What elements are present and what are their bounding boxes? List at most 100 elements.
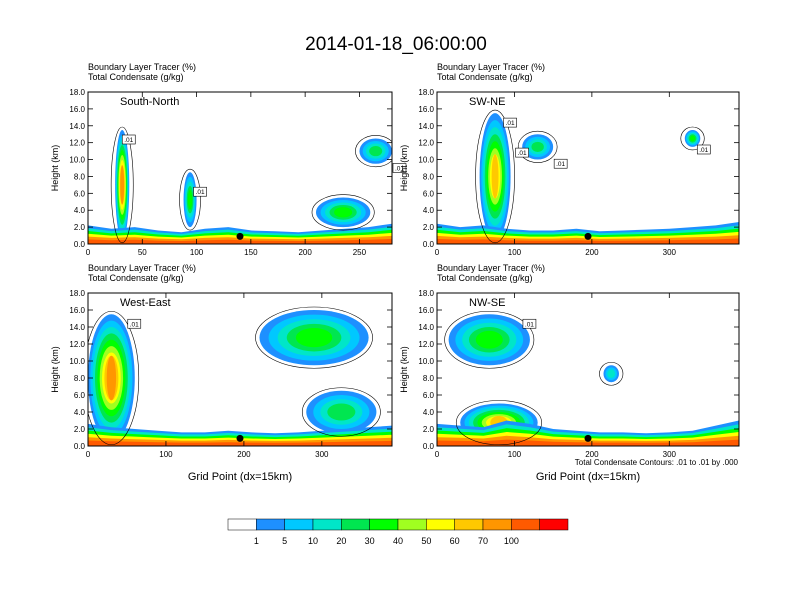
condensate-contour [455,400,542,446]
condensate-contour [88,310,140,446]
contour-label: .01 [556,161,565,168]
y-tick-label: 0.0 [74,240,86,249]
x-tick-label: 0 [435,248,440,257]
y-tick-label: 10.0 [69,357,85,366]
y-tick-label: 12.0 [418,139,434,148]
colorbar-swatch [426,518,455,531]
y-tick-label: 0.0 [423,442,435,451]
x-tick-label: 300 [663,450,677,459]
y-tick-label: 16.0 [418,105,434,114]
y-tick-label: 2.0 [74,425,86,434]
contour-label: .01 [525,321,534,328]
panel-label: NW-SE [469,297,505,309]
tracer-feature [491,154,499,199]
colorbar-swatch [454,518,484,531]
plot-frame [87,91,393,245]
tracer-feature [120,165,124,205]
y-tick-label: 6.0 [423,189,435,198]
condensate-contour [179,168,201,231]
x-tick-label: 250 [353,248,367,257]
panel-header-condensate: Total Condensate (g/kg) [88,72,184,82]
y-tick-label: 18.0 [418,289,434,298]
contour-label-box [121,134,136,145]
condensate-contour [444,310,535,369]
y-tick-label: 18.0 [69,88,85,97]
y-tick-label: 14.0 [418,323,434,332]
colorbar: 1 5 10 20 30 40 50 60 70 100 [227,518,569,546]
y-tick-label: 12.0 [69,340,85,349]
tracer-feature [295,327,333,348]
boundary-layer-band [88,440,392,446]
condensate-contour [110,126,134,244]
condensate-contour [517,130,558,163]
contour-label-box [127,318,142,329]
x-tick-label: 50 [138,248,147,257]
location-marker [236,434,244,442]
colorbar-label: 40 [393,536,403,546]
y-axis-label: Height (km) [50,145,60,192]
colorbar-swatch [227,518,257,531]
tracer-feature [475,330,503,349]
contour-label-box [515,147,529,158]
contour-label-box [522,318,537,329]
tracer-feature [531,141,544,152]
panel-label: West-East [120,297,171,309]
x-tick-label: 200 [298,248,312,257]
plot-frame [87,292,393,447]
colorbar-swatch [341,518,370,531]
condensate-contour [255,306,373,369]
y-tick-label: 16.0 [69,105,85,114]
contour-label-box [503,117,517,128]
panel-sw-ne: Boundary Layer Tracer (%)Total Condensat… [399,62,740,257]
tracer-feature [607,369,616,378]
colorbar-label: 70 [478,536,488,546]
x-tick-label: 300 [315,450,329,459]
x-tick-label: 300 [663,248,677,257]
colorbar-label: 30 [365,536,375,546]
contour-label-box [553,158,568,169]
condensate-contour [475,109,515,244]
colorbar-swatch [397,518,427,531]
panel-header-condensate: Total Condensate (g/kg) [437,72,533,82]
location-marker [584,232,592,240]
panel-nw-se: Boundary Layer Tracer (%)Total Condensat… [399,263,740,483]
y-axis-label: Height (km) [399,145,409,192]
y-tick-label: 16.0 [69,306,85,315]
colorbar-label: 10 [308,536,318,546]
colorbar-label: 50 [421,536,431,546]
plot-frame [436,292,740,447]
y-tick-label: 0.0 [423,240,435,249]
colorbar-swatch [511,518,540,531]
tracer-feature [369,146,383,157]
y-tick-label: 6.0 [423,391,435,400]
x-axis-label: Grid Point (dx=15km) [188,471,292,483]
y-tick-label: 0.0 [74,442,86,451]
y-tick-label: 12.0 [418,340,434,349]
y-tick-label: 10.0 [69,156,85,165]
panel-label: SW-NE [469,96,505,108]
y-tick-label: 4.0 [74,206,86,215]
colorbar-label: 100 [504,536,519,546]
x-tick-label: 100 [508,450,522,459]
x-tick-label: 100 [508,248,522,257]
contour-label-box [696,144,711,155]
x-tick-label: 100 [190,248,204,257]
y-tick-label: 18.0 [69,289,85,298]
tracer-field [437,109,739,244]
panels: Boundary Layer Tracer (%)Total Condensat… [50,62,740,483]
condensate-contour [311,194,375,231]
contour-label: .01 [130,321,139,328]
y-tick-label: 6.0 [74,391,86,400]
tracer-feature [187,190,193,210]
colorbar-label: 20 [336,536,346,546]
condensate-contour [301,387,381,437]
colorbar-swatch [539,518,569,531]
contour-label: .01 [196,189,205,196]
y-tick-label: 8.0 [74,172,86,181]
tracer-field [88,306,392,446]
panel-header-tracer: Boundary Layer Tracer (%) [88,263,196,273]
panel-header-tracer: Boundary Layer Tracer (%) [88,62,196,72]
panel-label: South-North [120,96,179,108]
y-tick-label: 16.0 [418,306,434,315]
boundary-layer-band [437,238,739,244]
